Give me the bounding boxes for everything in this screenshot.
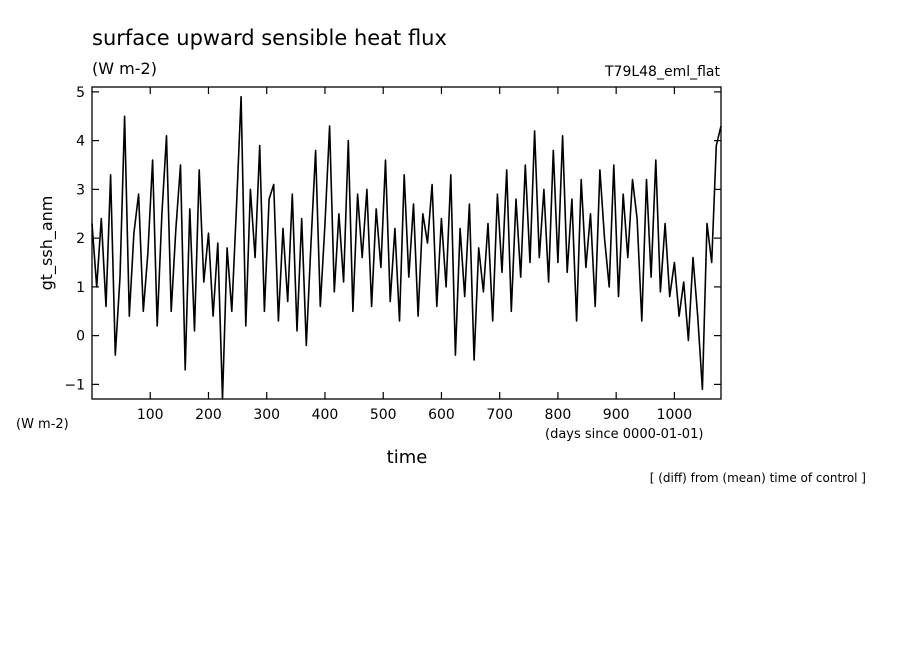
x-tick-label: 400 — [312, 407, 339, 423]
x-tick-label: 100 — [137, 407, 164, 423]
run-label: T79L48_eml_flat — [604, 64, 721, 80]
x-tick-label: 300 — [253, 407, 280, 423]
y-tick-label: 5 — [76, 85, 85, 101]
x-axis-label: time — [387, 447, 428, 468]
chart-units: (W m-2) — [92, 59, 157, 78]
x-axis-ticks: 100 200 300 400 500 600 700 800 900 1000 — [137, 87, 692, 423]
x-tick-label: 1000 — [657, 407, 693, 423]
plot-frame — [91, 86, 722, 400]
x-tick-label: 800 — [545, 407, 572, 423]
y-unit-label: (W m-2) — [16, 417, 69, 432]
y-tick-label: 3 — [76, 182, 85, 198]
x-tick-label: 700 — [486, 407, 513, 423]
x-tick-label: 900 — [603, 407, 630, 423]
y-tick-label: −1 — [64, 377, 85, 393]
chart-title: surface upward sensible heat flux — [92, 26, 447, 50]
data-line — [91, 95, 722, 400]
x-tick-label: 500 — [370, 407, 397, 423]
y-axis-ticks: −1 0 1 2 3 4 5 — [64, 85, 721, 393]
y-axis-label: gt_ssh_anm — [37, 196, 57, 291]
plot-area — [91, 86, 722, 400]
footnote: [ (diff) from (mean) time of control ] — [650, 471, 866, 485]
y-tick-label: 0 — [76, 329, 85, 345]
y-tick-label: 1 — [76, 280, 85, 296]
x-unit-label: (days since 0000-01-01) — [545, 427, 703, 442]
x-tick-label: 600 — [428, 407, 455, 423]
y-tick-label: 4 — [76, 134, 85, 150]
x-tick-label: 200 — [195, 407, 222, 423]
y-tick-label: 2 — [76, 231, 85, 247]
